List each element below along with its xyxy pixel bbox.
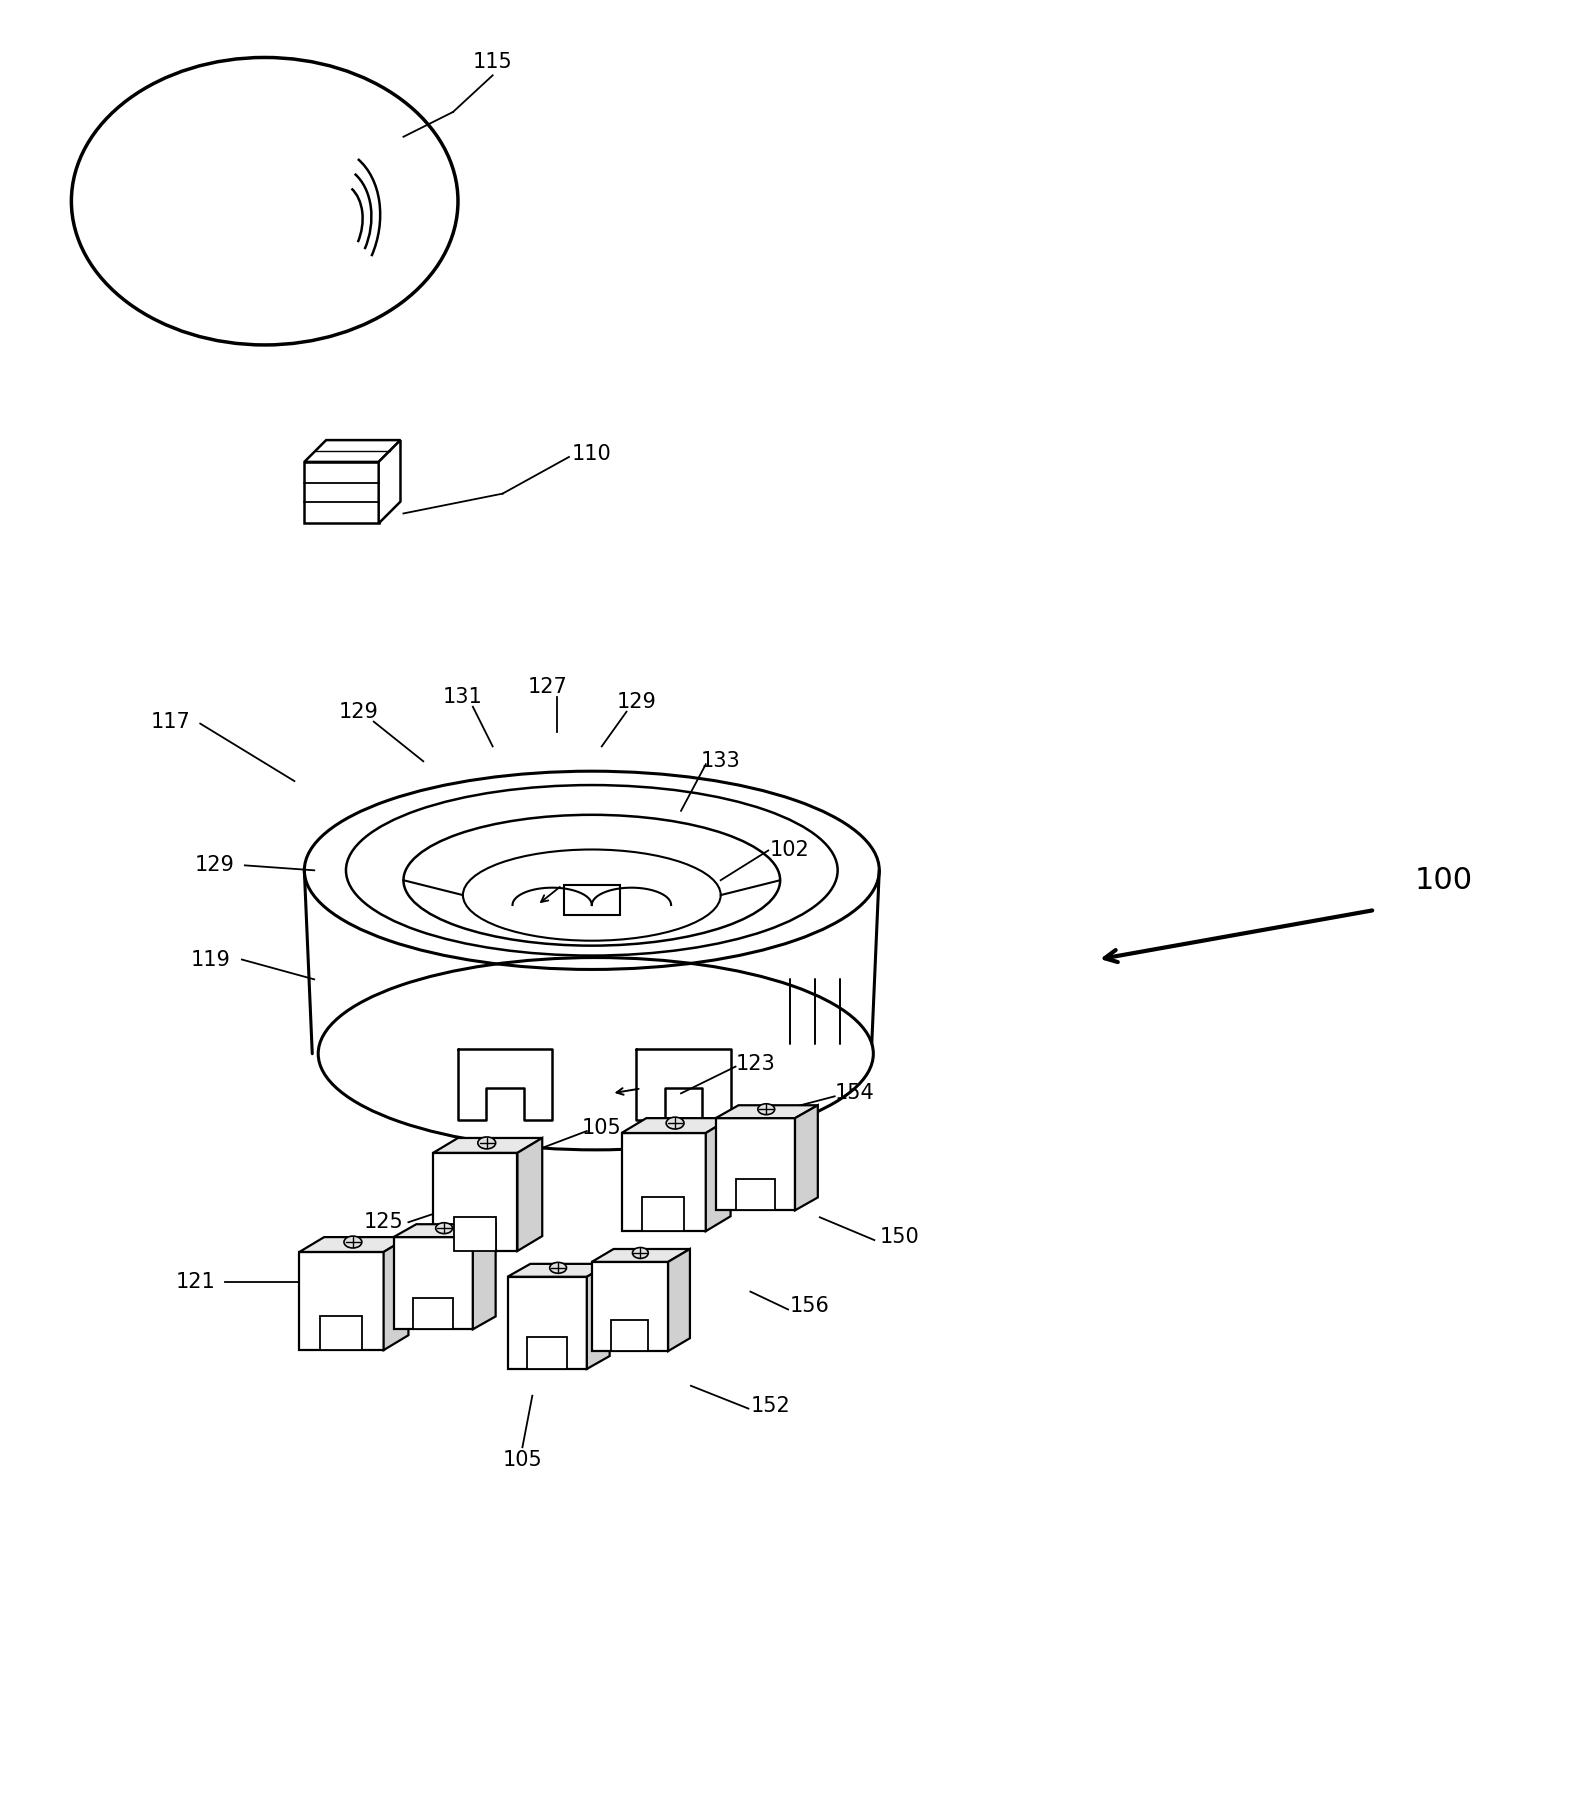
Text: 125: 125: [363, 1213, 403, 1233]
Text: 154: 154: [835, 1084, 875, 1104]
Ellipse shape: [478, 1137, 496, 1149]
Ellipse shape: [319, 957, 874, 1149]
Ellipse shape: [757, 1104, 775, 1115]
Text: 119: 119: [190, 950, 230, 970]
Ellipse shape: [633, 1247, 649, 1258]
Polygon shape: [300, 1253, 384, 1351]
Polygon shape: [413, 1298, 453, 1329]
Polygon shape: [716, 1106, 818, 1119]
Polygon shape: [304, 462, 379, 524]
Text: 127: 127: [528, 676, 567, 696]
Polygon shape: [454, 1217, 496, 1251]
Polygon shape: [320, 1316, 362, 1351]
Polygon shape: [507, 1264, 609, 1276]
Polygon shape: [591, 1249, 690, 1262]
Text: 156: 156: [791, 1296, 830, 1316]
Text: 110: 110: [572, 444, 612, 464]
Text: 105: 105: [502, 1450, 542, 1470]
Polygon shape: [473, 1224, 496, 1329]
Text: 105: 105: [582, 1119, 622, 1139]
Text: 100: 100: [1414, 867, 1473, 896]
Polygon shape: [304, 441, 400, 462]
Text: 129: 129: [340, 702, 379, 722]
Text: 150: 150: [880, 1227, 920, 1247]
Ellipse shape: [550, 1262, 566, 1273]
Polygon shape: [564, 885, 620, 916]
Polygon shape: [795, 1106, 818, 1211]
Ellipse shape: [344, 1236, 362, 1247]
Polygon shape: [622, 1119, 730, 1133]
Text: 131: 131: [443, 687, 483, 707]
Polygon shape: [518, 1139, 542, 1251]
Ellipse shape: [666, 1117, 684, 1129]
Polygon shape: [434, 1153, 518, 1251]
Polygon shape: [300, 1236, 408, 1253]
Text: 133: 133: [701, 751, 741, 771]
Polygon shape: [384, 1236, 408, 1351]
Text: 152: 152: [751, 1396, 791, 1416]
Text: 115: 115: [473, 53, 513, 73]
Polygon shape: [394, 1236, 473, 1329]
Ellipse shape: [435, 1222, 453, 1233]
Polygon shape: [591, 1262, 668, 1351]
Text: 129: 129: [617, 693, 657, 713]
Polygon shape: [379, 441, 400, 524]
Polygon shape: [434, 1139, 542, 1153]
Text: 102: 102: [770, 841, 810, 861]
Text: 117: 117: [150, 713, 190, 732]
Polygon shape: [706, 1119, 730, 1231]
Text: 123: 123: [735, 1053, 775, 1073]
Polygon shape: [622, 1133, 706, 1231]
Polygon shape: [587, 1264, 609, 1369]
Polygon shape: [642, 1197, 684, 1231]
Polygon shape: [716, 1119, 795, 1211]
Polygon shape: [394, 1224, 496, 1236]
Polygon shape: [668, 1249, 690, 1351]
Text: 129: 129: [194, 856, 234, 876]
Polygon shape: [507, 1276, 587, 1369]
Text: 121: 121: [175, 1271, 215, 1291]
Polygon shape: [735, 1178, 775, 1211]
Polygon shape: [611, 1320, 649, 1351]
Polygon shape: [528, 1338, 567, 1369]
